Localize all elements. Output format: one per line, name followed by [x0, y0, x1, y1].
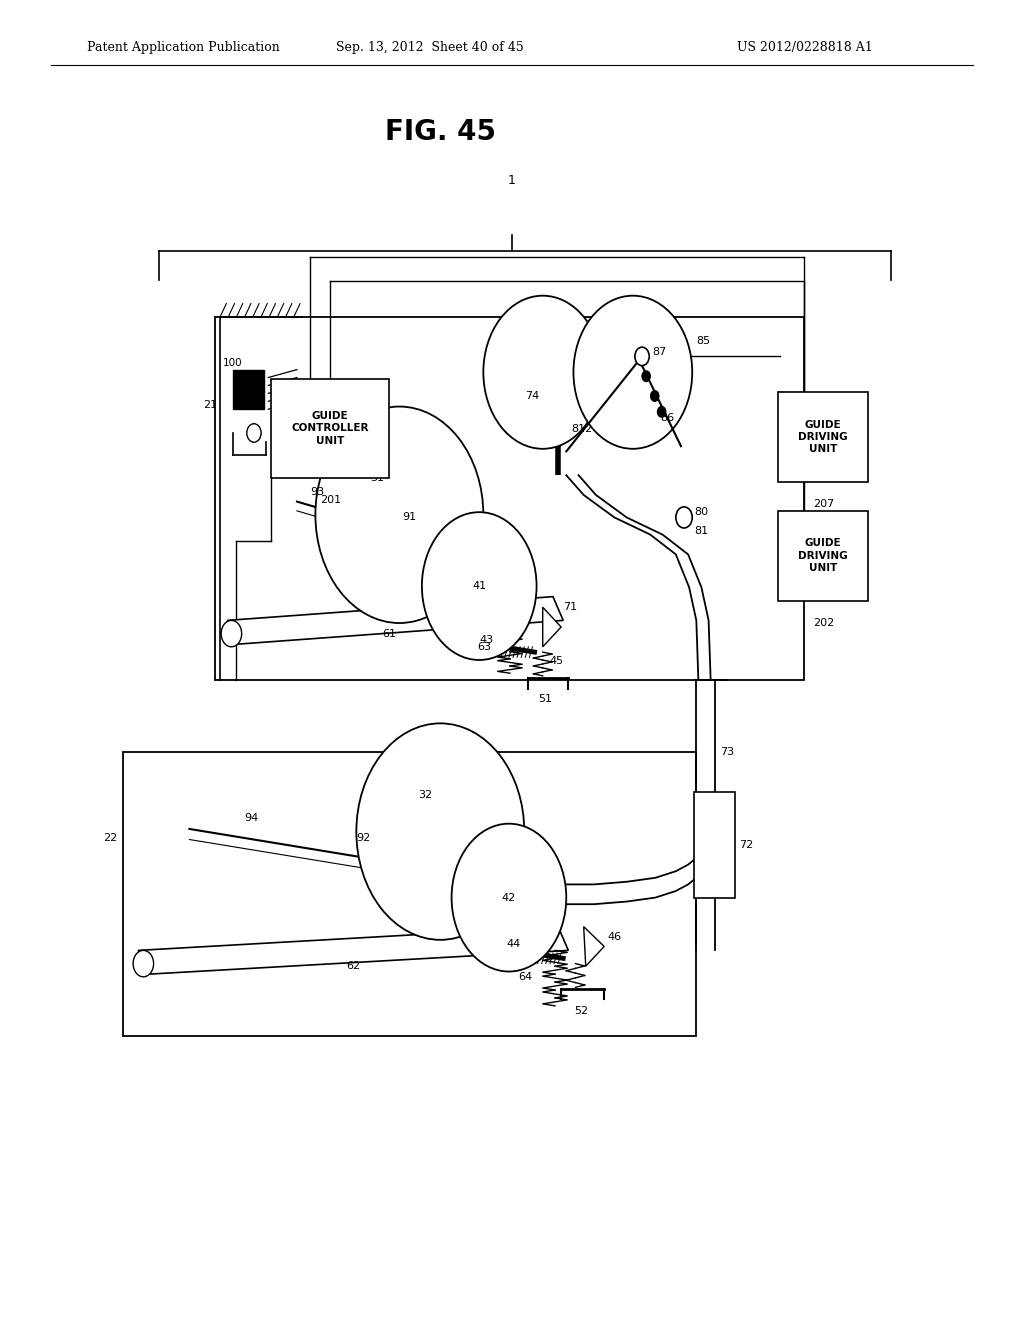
Text: 42: 42 [502, 892, 516, 903]
Bar [233, 370, 264, 409]
Text: 201: 201 [319, 495, 341, 506]
Bar [694, 792, 735, 898]
Bar [778, 392, 868, 482]
Text: 1: 1 [508, 174, 516, 187]
Text: Sep. 13, 2012  Sheet 40 of 45: Sep. 13, 2012 Sheet 40 of 45 [336, 41, 524, 54]
Text: 43: 43 [479, 635, 494, 645]
Text: 61: 61 [382, 628, 396, 639]
Text: 87: 87 [652, 347, 667, 358]
Bar [778, 511, 868, 601]
Polygon shape [138, 927, 568, 974]
Text: Patent Application Publication: Patent Application Publication [87, 41, 280, 54]
Text: GUIDE
DRIVING
UNIT: GUIDE DRIVING UNIT [799, 539, 848, 573]
Circle shape [642, 371, 650, 381]
Text: 73: 73 [720, 747, 734, 758]
Circle shape [635, 347, 649, 366]
Text: 94: 94 [244, 813, 258, 824]
Text: 62: 62 [346, 961, 360, 972]
Text: 22: 22 [103, 833, 118, 843]
Circle shape [422, 512, 537, 660]
Text: 52: 52 [574, 1006, 589, 1016]
Text: 45: 45 [550, 656, 564, 667]
Circle shape [315, 407, 483, 623]
Bar [123, 752, 696, 1036]
Circle shape [650, 391, 658, 401]
Text: 207: 207 [813, 499, 834, 510]
Text: GUIDE
DRIVING
UNIT: GUIDE DRIVING UNIT [799, 420, 848, 454]
Text: FIG. 45: FIG. 45 [385, 117, 496, 147]
Text: 46: 46 [607, 932, 622, 942]
Polygon shape [543, 607, 561, 647]
Circle shape [657, 407, 666, 417]
Text: 93: 93 [310, 487, 325, 498]
Circle shape [221, 620, 242, 647]
Circle shape [247, 424, 261, 442]
Text: 202: 202 [813, 618, 834, 628]
Text: 71: 71 [563, 602, 578, 612]
Circle shape [676, 507, 692, 528]
Text: 51: 51 [538, 694, 552, 705]
Circle shape [573, 296, 692, 449]
Bar [215, 317, 804, 680]
Text: 80: 80 [694, 507, 709, 517]
Text: 100: 100 [223, 358, 243, 368]
Text: 86: 86 [660, 413, 675, 424]
Text: 81: 81 [694, 525, 709, 536]
Polygon shape [584, 927, 604, 966]
Circle shape [133, 950, 154, 977]
Text: GUIDE
CONTROLLER
UNIT: GUIDE CONTROLLER UNIT [292, 411, 369, 446]
Text: 812: 812 [571, 424, 593, 434]
Text: 21: 21 [203, 400, 217, 411]
Text: 63: 63 [477, 642, 492, 652]
Circle shape [356, 723, 524, 940]
Text: 31: 31 [370, 473, 384, 483]
Text: 72: 72 [739, 840, 754, 850]
Polygon shape [227, 597, 563, 644]
Text: 92: 92 [356, 833, 371, 843]
Text: 44: 44 [506, 939, 520, 949]
Text: 74: 74 [525, 391, 540, 401]
Text: US 2012/0228818 A1: US 2012/0228818 A1 [737, 41, 873, 54]
Circle shape [452, 824, 566, 972]
Text: 85: 85 [696, 335, 711, 346]
Bar [271, 379, 389, 478]
Text: 32: 32 [418, 789, 432, 800]
Text: 64: 64 [518, 972, 532, 982]
Text: 91: 91 [402, 512, 417, 523]
Circle shape [483, 296, 602, 449]
Text: 41: 41 [472, 581, 486, 591]
